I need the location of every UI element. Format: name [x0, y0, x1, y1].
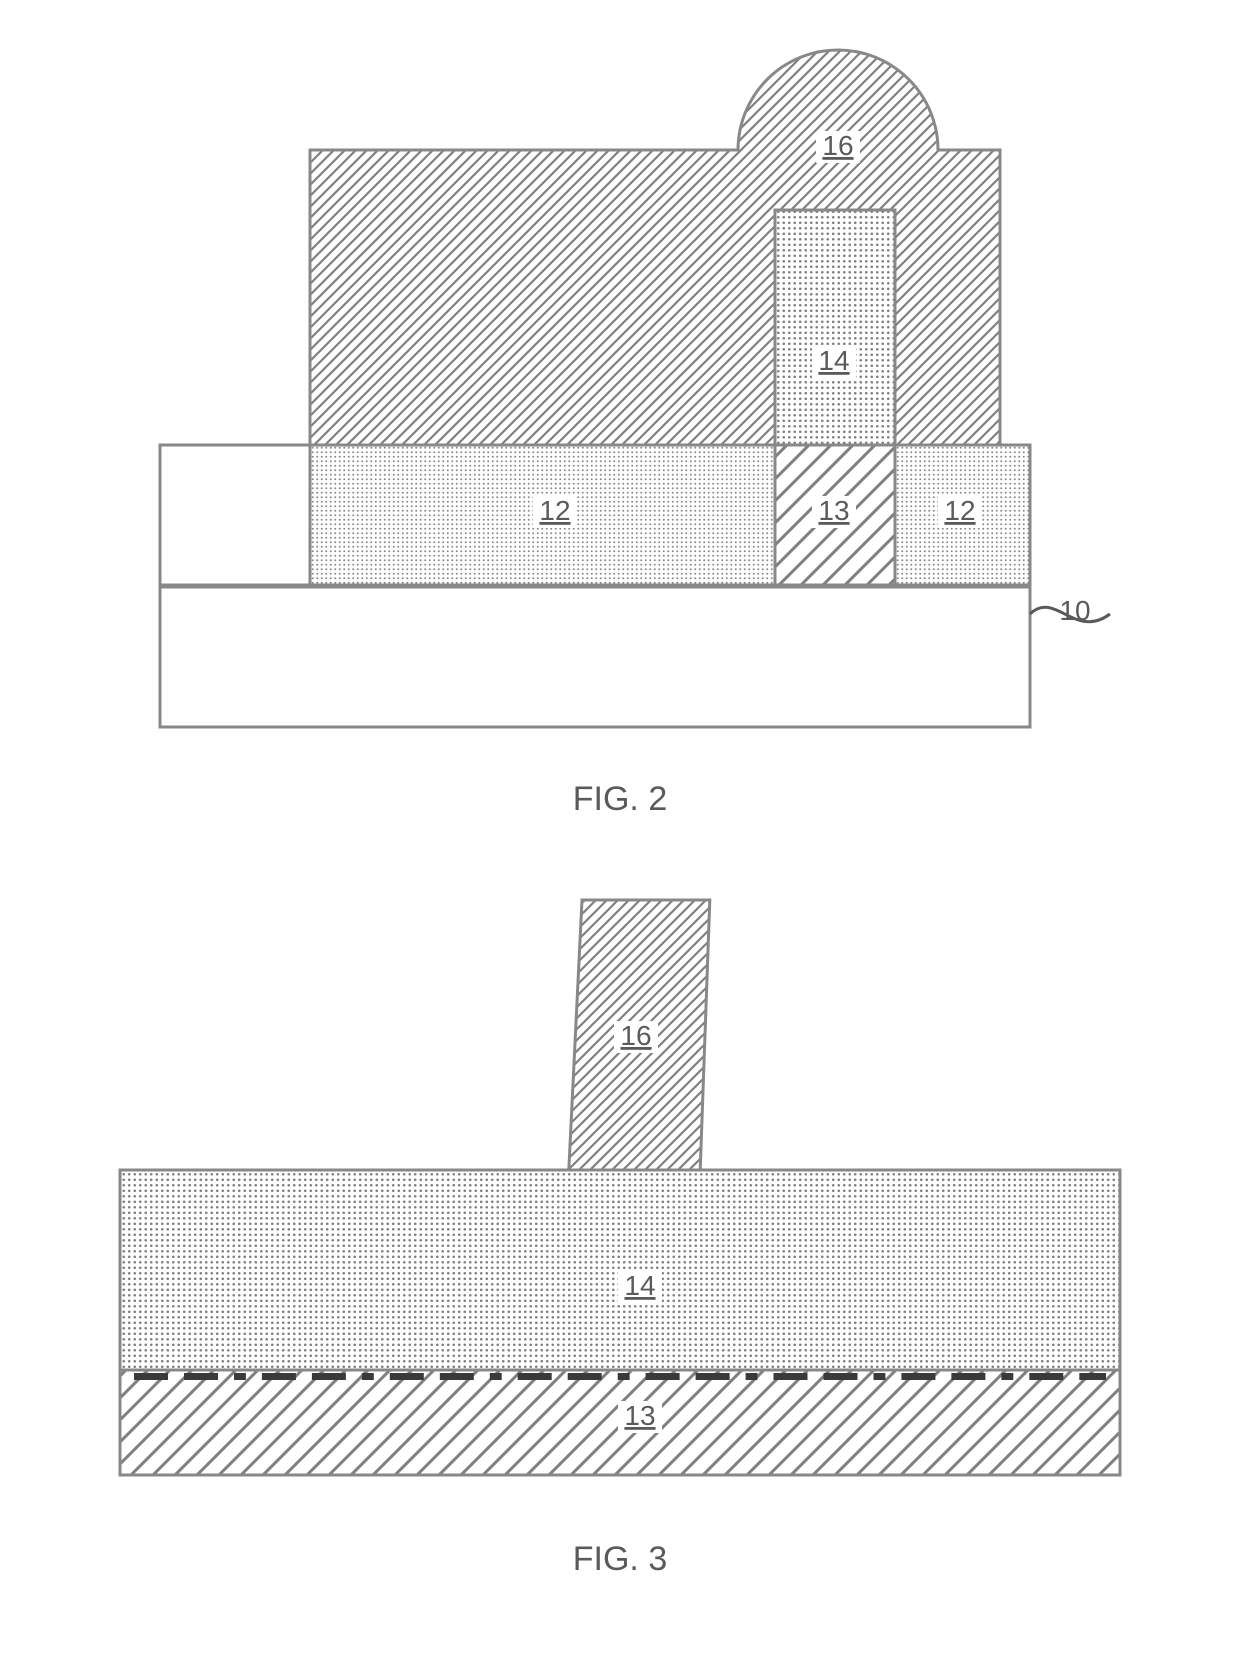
label-13: 13 [818, 495, 849, 526]
label-13: 13 [624, 1400, 655, 1431]
label-14: 14 [818, 345, 849, 376]
caption-fig2: FIG. 2 [573, 780, 667, 818]
region-14 [775, 210, 895, 445]
label-16: 16 [822, 130, 853, 161]
region-12 [310, 445, 1030, 585]
label-12-right: 12 [944, 495, 975, 526]
figure-3: 16 14 13 FIG. 3 [120, 900, 1120, 1578]
label-10: 10 [1059, 595, 1090, 626]
figure-2: 16 14 13 12 12 10 FIG. 2 [160, 45, 1110, 818]
caption-fig3: FIG. 3 [573, 1540, 667, 1578]
interface-dashes [134, 1373, 1106, 1380]
label-16: 16 [620, 1020, 651, 1051]
label-14: 14 [624, 1270, 655, 1301]
label-12-left: 12 [539, 495, 570, 526]
blank-box [160, 445, 310, 585]
region-10 [160, 587, 1030, 727]
region-16 [305, 45, 1005, 450]
region-14 [120, 1170, 1120, 1370]
